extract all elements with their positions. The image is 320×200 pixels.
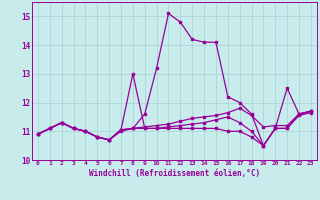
X-axis label: Windchill (Refroidissement éolien,°C): Windchill (Refroidissement éolien,°C) (89, 169, 260, 178)
